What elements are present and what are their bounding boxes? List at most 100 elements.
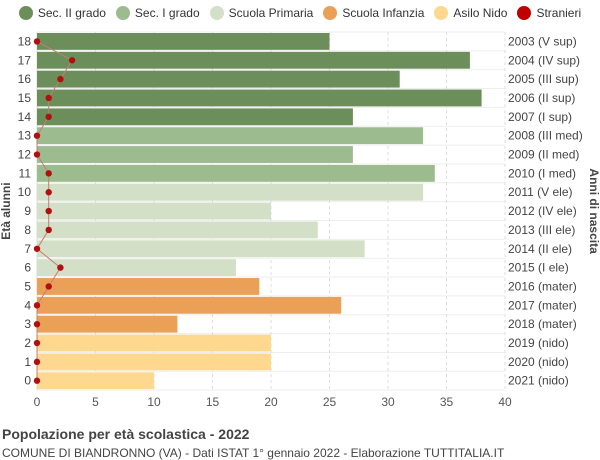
x-tick-label: 40 bbox=[498, 395, 512, 409]
legend-item: Stranieri bbox=[517, 6, 581, 20]
bar bbox=[37, 334, 271, 352]
y-axis-title-right: Anni di nascita bbox=[587, 168, 600, 254]
bar bbox=[37, 372, 154, 390]
legend-label: Asilo Nido bbox=[453, 6, 508, 20]
birth-year-label: 2007 (I sup) bbox=[508, 110, 572, 124]
y-tick-label: 18 bbox=[18, 34, 32, 48]
stranieri-point bbox=[57, 75, 64, 83]
legend-swatch bbox=[18, 6, 33, 20]
stranieri-point bbox=[33, 38, 41, 45]
y-tick-label: 11 bbox=[19, 166, 32, 180]
legend-item: Scuola Infanzia bbox=[323, 6, 424, 20]
bar bbox=[37, 108, 353, 126]
bar bbox=[37, 353, 271, 371]
stranieri-point bbox=[33, 320, 41, 328]
birth-year-label: 2010 (I med) bbox=[508, 166, 576, 180]
legend-label: Sec. I grado bbox=[134, 6, 200, 20]
legend-item: Sec. I grado bbox=[115, 6, 200, 20]
legend-swatch bbox=[434, 6, 449, 20]
stranieri-point bbox=[33, 151, 41, 158]
y-tick-label: 9 bbox=[24, 204, 31, 218]
birth-year-label: 2018 (mater) bbox=[508, 317, 577, 331]
stranieri-point bbox=[45, 170, 52, 177]
legend-item: Scuola Primaria bbox=[209, 6, 314, 20]
x-tick-label: 0 bbox=[34, 395, 41, 409]
bar bbox=[37, 259, 236, 277]
bar bbox=[37, 221, 318, 239]
birth-year-label: 2021 (nido) bbox=[508, 374, 569, 388]
x-tick-label: 20 bbox=[264, 395, 278, 409]
bar bbox=[37, 89, 482, 107]
birth-year-label: 2012 (IV ele) bbox=[508, 204, 577, 218]
legend-swatch bbox=[323, 6, 338, 20]
bar bbox=[37, 296, 342, 314]
x-tick-label: 30 bbox=[381, 395, 395, 409]
bar bbox=[37, 51, 470, 69]
bar bbox=[37, 240, 365, 258]
bar bbox=[37, 164, 435, 182]
legend: Sec. II grado Sec. I grado Scuola Primaria… bbox=[0, 6, 600, 20]
bar bbox=[37, 127, 424, 145]
birth-year-label: 2015 (I ele) bbox=[508, 261, 569, 275]
x-tick-label: 15 bbox=[206, 395, 220, 409]
y-tick-label: 16 bbox=[18, 72, 32, 86]
stranieri-point bbox=[57, 264, 64, 271]
bar bbox=[37, 183, 424, 201]
stranieri-point bbox=[45, 207, 52, 215]
legend-label: Scuola Infanzia bbox=[342, 6, 425, 20]
legend-label: Sec. II grado bbox=[37, 6, 106, 20]
birth-year-label: 2003 (V sup) bbox=[508, 34, 577, 48]
stranieri-point bbox=[45, 226, 52, 234]
bar bbox=[37, 33, 330, 50]
chart-svg: 0 5 10 15 20 25 30 35 40181716151413121110987654… bbox=[0, 31, 600, 409]
legend-swatch bbox=[517, 6, 532, 20]
y-tick-label: 17 bbox=[18, 53, 32, 67]
y-tick-label: 0 bbox=[24, 374, 31, 388]
y-tick-label: 15 bbox=[18, 91, 32, 105]
y-tick-label: 4 bbox=[24, 298, 31, 312]
y-tick-label: 3 bbox=[24, 317, 31, 331]
birth-year-label: 2009 (II med) bbox=[508, 148, 579, 162]
birth-year-label: 2019 (nido) bbox=[508, 336, 569, 350]
stranieri-point bbox=[33, 302, 41, 309]
birth-year-label: 2008 (III med) bbox=[508, 129, 583, 143]
stranieri-point bbox=[45, 189, 52, 196]
birth-year-label: 2014 (II ele) bbox=[508, 242, 572, 256]
legend-swatch bbox=[115, 6, 130, 20]
birth-year-label: 2016 (mater) bbox=[508, 279, 577, 293]
stranieri-point bbox=[45, 283, 52, 290]
birth-year-label: 2004 (IV sup) bbox=[508, 53, 580, 67]
birth-year-label: 2005 (III sup) bbox=[508, 72, 579, 86]
stranieri-point bbox=[68, 57, 76, 64]
chart-title: Popolazione per età scolastica - 2022 bbox=[2, 426, 250, 442]
stranieri-point bbox=[45, 113, 52, 121]
stranieri-point bbox=[33, 132, 41, 139]
birth-year-label: 2011 (V ele) bbox=[508, 185, 572, 199]
y-tick-label: 6 bbox=[24, 261, 31, 275]
y-tick-label: 5 bbox=[24, 279, 31, 293]
birth-year-label: 2020 (nido) bbox=[508, 355, 569, 369]
bar bbox=[37, 278, 260, 295]
y-axis-title-left: Età alunni bbox=[0, 182, 13, 239]
legend-item: Sec. II grado bbox=[18, 6, 106, 20]
legend-swatch bbox=[209, 6, 224, 20]
bar bbox=[37, 146, 353, 163]
chart-subtitle: COMUNE DI BIANDRONNO (VA) - Dati ISTAT 1… bbox=[2, 446, 505, 460]
birth-year-label: 2017 (mater) bbox=[508, 298, 577, 312]
stranieri-point bbox=[33, 377, 41, 384]
y-tick-label: 14 bbox=[18, 110, 32, 124]
y-tick-label: 7 bbox=[24, 242, 31, 256]
legend-label: Scuola Primaria bbox=[228, 6, 314, 20]
legend-label: Stranieri bbox=[536, 6, 582, 20]
bar bbox=[37, 315, 178, 333]
y-tick-label: 1 bbox=[24, 355, 31, 369]
stranieri-point bbox=[45, 94, 52, 102]
y-tick-label: 2 bbox=[24, 336, 31, 350]
x-tick-label: 5 bbox=[92, 395, 99, 409]
birth-year-label: 2013 (III ele) bbox=[508, 223, 575, 237]
legend-item: Asilo Nido bbox=[434, 6, 507, 20]
y-tick-label: 8 bbox=[24, 223, 31, 237]
birth-year-label: 2006 (II sup) bbox=[508, 91, 575, 105]
y-tick-label: 13 bbox=[18, 129, 32, 143]
y-tick-label: 10 bbox=[18, 185, 32, 199]
